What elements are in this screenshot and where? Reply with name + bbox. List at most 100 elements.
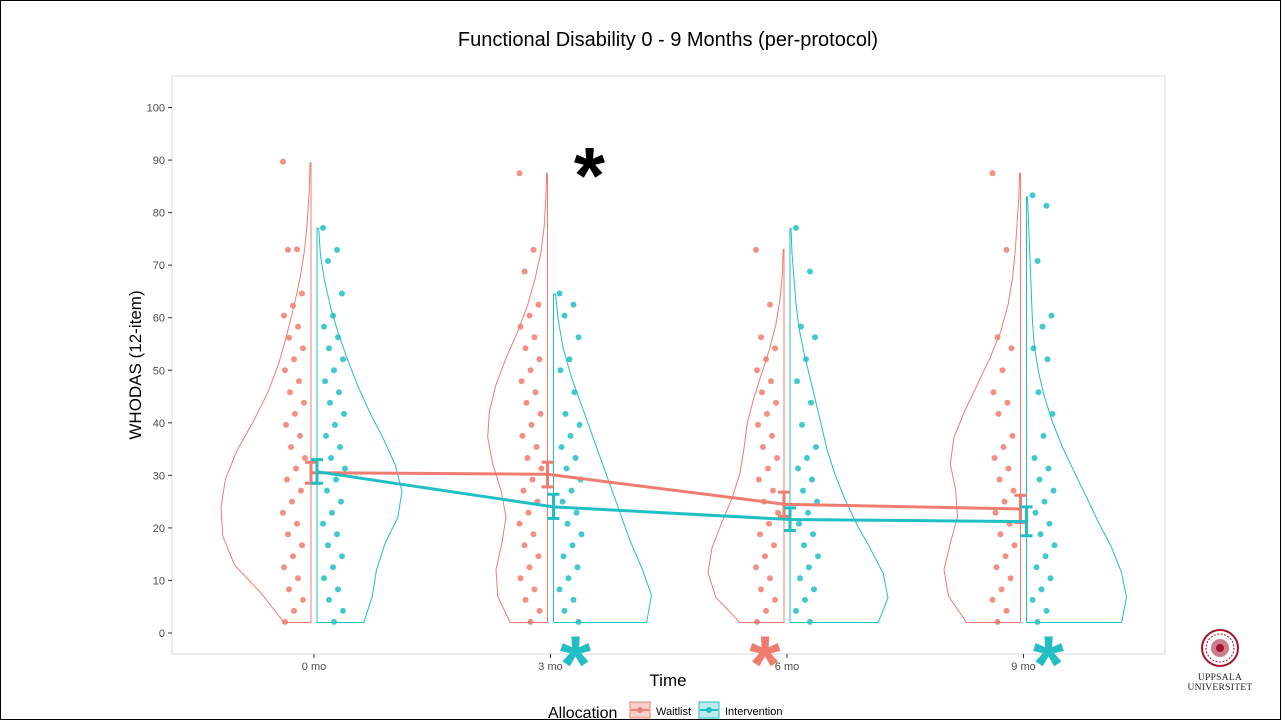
point-intervention-0-31 bbox=[340, 607, 346, 614]
mean-line-waitlist bbox=[310, 471, 1021, 511]
point-intervention-1-15 bbox=[559, 498, 566, 505]
point-intervention-1-26 bbox=[575, 618, 582, 625]
point-waitlist-3-4 bbox=[999, 367, 1006, 374]
point-waitlist-3-17 bbox=[997, 531, 1004, 538]
point-waitlist-0-17 bbox=[288, 444, 294, 450]
point-waitlist-2-18 bbox=[775, 509, 781, 516]
point-intervention-2-22 bbox=[802, 596, 808, 603]
violin-waitlist-2 bbox=[707, 248, 785, 624]
point-intervention-2-6 bbox=[808, 399, 814, 406]
point-intervention-1-4 bbox=[566, 356, 573, 363]
point-waitlist-1-27 bbox=[526, 564, 533, 571]
point-waitlist-0-15 bbox=[283, 421, 289, 428]
legend-key-waitlist bbox=[629, 701, 651, 719]
point-waitlist-3-9 bbox=[1000, 444, 1007, 450]
y-tick-label-40: 40 bbox=[153, 418, 165, 430]
point-waitlist-1-0 bbox=[516, 170, 523, 177]
point-waitlist-2-3 bbox=[772, 345, 778, 352]
point-waitlist-1-12 bbox=[523, 399, 530, 406]
chart-title: Functional Disability 0 - 9 Months (per-… bbox=[458, 29, 878, 51]
point-intervention-2-24 bbox=[807, 618, 813, 625]
point-intervention-3-4 bbox=[1039, 323, 1046, 330]
point-intervention-3-6 bbox=[1044, 356, 1051, 363]
point-intervention-1-20 bbox=[560, 553, 567, 560]
point-intervention-3-2 bbox=[1034, 258, 1041, 264]
point-waitlist-0-32 bbox=[291, 607, 297, 614]
point-intervention-0-16 bbox=[337, 444, 343, 450]
y-tick-label-50: 50 bbox=[153, 365, 165, 377]
point-waitlist-1-1 bbox=[530, 246, 537, 253]
point-intervention-2-11 bbox=[809, 476, 815, 483]
significance-asterisk-3: * bbox=[1033, 619, 1065, 708]
point-intervention-0-5 bbox=[321, 323, 327, 330]
point-intervention-0-9 bbox=[331, 367, 337, 374]
point-intervention-3-10 bbox=[1031, 455, 1038, 461]
point-waitlist-0-11 bbox=[296, 378, 302, 385]
point-waitlist-3-5 bbox=[990, 389, 997, 396]
y-axis-label: WHODAS (12-item) bbox=[126, 290, 145, 439]
point-intervention-2-13 bbox=[814, 498, 820, 505]
point-intervention-2-2 bbox=[798, 323, 804, 330]
point-waitlist-0-19 bbox=[293, 465, 299, 472]
legend-label-waitlist: Waitlist bbox=[656, 706, 691, 718]
point-waitlist-1-2 bbox=[521, 268, 528, 275]
point-intervention-1-14 bbox=[568, 487, 575, 494]
violin-waitlist-0 bbox=[220, 162, 312, 624]
point-intervention-0-21 bbox=[338, 498, 344, 505]
point-waitlist-1-6 bbox=[531, 334, 538, 341]
point-waitlist-0-2 bbox=[285, 246, 291, 253]
point-waitlist-0-28 bbox=[281, 564, 287, 571]
point-intervention-3-23 bbox=[1029, 596, 1036, 603]
annotation-layer: * * * * bbox=[560, 131, 1065, 709]
point-waitlist-2-5 bbox=[754, 367, 760, 374]
point-intervention-2-5 bbox=[794, 378, 800, 385]
significance-asterisk-0: * bbox=[574, 131, 606, 220]
point-intervention-0-6 bbox=[335, 334, 341, 341]
point-intervention-3-24 bbox=[1043, 607, 1050, 614]
point-waitlist-1-7 bbox=[522, 345, 529, 352]
point-intervention-1-7 bbox=[562, 410, 569, 417]
point-waitlist-2-1 bbox=[767, 301, 773, 308]
point-intervention-2-7 bbox=[799, 421, 805, 428]
point-intervention-3-25 bbox=[1034, 618, 1041, 625]
point-waitlist-3-18 bbox=[1011, 542, 1018, 549]
point-waitlist-2-27 bbox=[763, 607, 769, 614]
point-intervention-1-18 bbox=[578, 531, 585, 538]
y-tick-label-100: 100 bbox=[147, 103, 165, 115]
point-intervention-3-22 bbox=[1038, 586, 1045, 593]
point-waitlist-1-9 bbox=[527, 367, 534, 374]
point-intervention-0-20 bbox=[324, 487, 330, 494]
point-waitlist-0-3 bbox=[299, 290, 305, 297]
point-waitlist-2-24 bbox=[767, 575, 773, 582]
point-intervention-1-6 bbox=[571, 389, 578, 396]
point-intervention-3-8 bbox=[1049, 410, 1056, 417]
point-intervention-2-1 bbox=[807, 268, 813, 275]
point-waitlist-0-12 bbox=[287, 389, 293, 396]
point-intervention-1-0 bbox=[556, 290, 563, 297]
point-intervention-0-3 bbox=[339, 290, 345, 297]
point-intervention-1-16 bbox=[573, 509, 580, 516]
point-intervention-3-14 bbox=[1041, 498, 1048, 505]
point-waitlist-1-30 bbox=[522, 596, 529, 603]
point-intervention-1-11 bbox=[572, 455, 579, 461]
point-waitlist-0-5 bbox=[281, 312, 287, 319]
point-intervention-1-5 bbox=[557, 367, 564, 374]
point-waitlist-3-25 bbox=[994, 618, 1001, 625]
point-waitlist-2-12 bbox=[760, 444, 766, 450]
point-intervention-0-24 bbox=[334, 531, 340, 538]
point-intervention-2-15 bbox=[796, 520, 802, 527]
point-intervention-2-12 bbox=[800, 487, 806, 494]
point-intervention-1-3 bbox=[575, 334, 582, 341]
point-waitlist-1-17 bbox=[524, 455, 531, 461]
point-waitlist-3-21 bbox=[1007, 575, 1014, 582]
point-intervention-3-20 bbox=[1033, 564, 1040, 571]
point-intervention-2-9 bbox=[804, 455, 810, 461]
y-tick-label-0: 0 bbox=[159, 628, 165, 640]
point-intervention-2-19 bbox=[806, 564, 812, 571]
point-waitlist-1-31 bbox=[536, 607, 543, 614]
point-waitlist-0-9 bbox=[291, 356, 297, 363]
point-intervention-1-2 bbox=[561, 312, 568, 319]
point-intervention-0-25 bbox=[325, 542, 331, 549]
point-intervention-2-10 bbox=[795, 465, 801, 472]
